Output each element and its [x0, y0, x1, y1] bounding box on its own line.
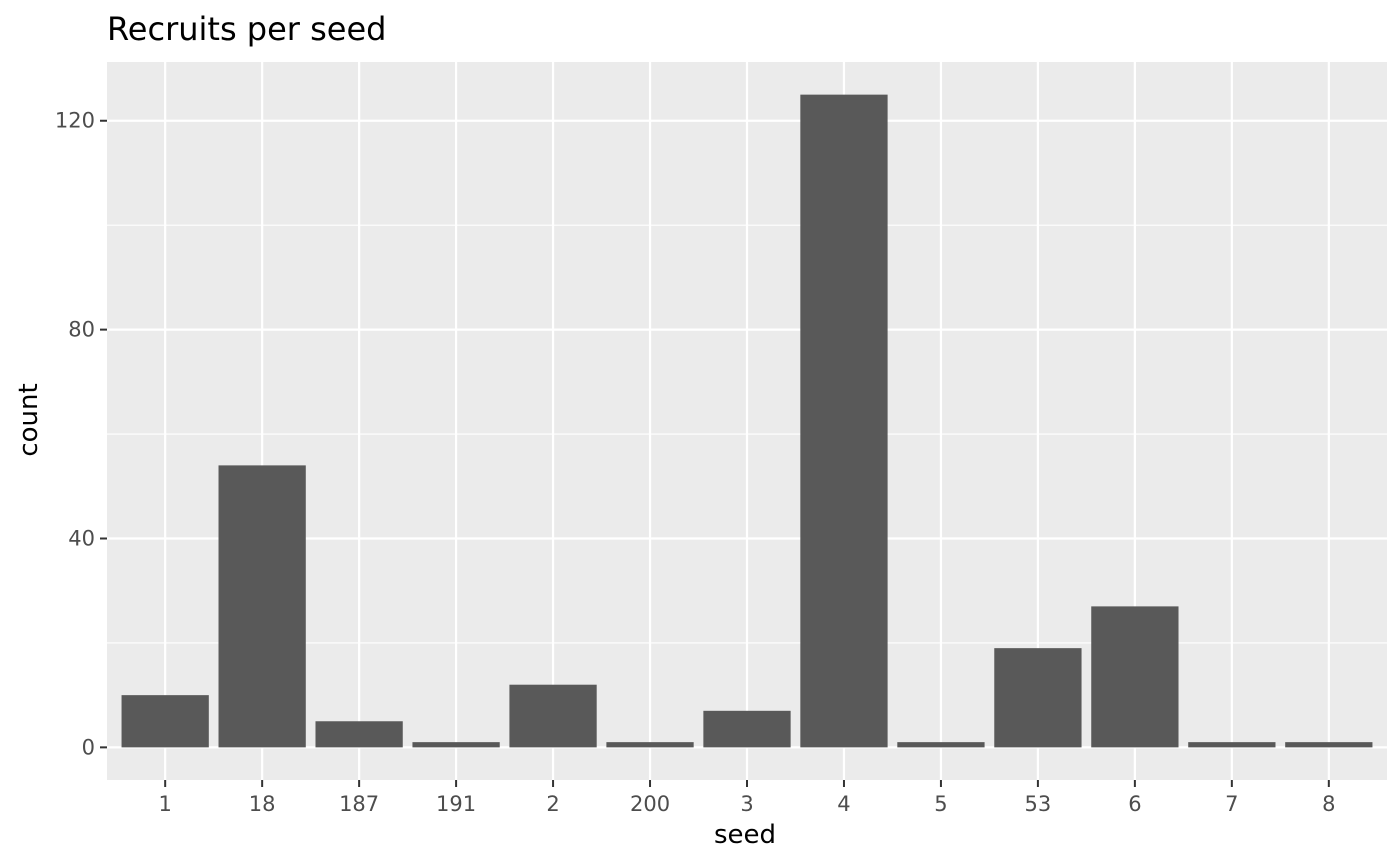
bar-200 [606, 742, 694, 748]
bar-2 [509, 684, 597, 748]
bar-1 [121, 695, 209, 748]
bars [121, 94, 1373, 748]
chart-title: Recruits per seed [107, 10, 386, 48]
y-tick-label: 120 [55, 109, 95, 133]
x-axis-title: seed [714, 820, 776, 850]
x-tick-label: 18 [249, 792, 276, 816]
y-axis: 0 40 80 120 [55, 109, 107, 759]
y-tick-label: 80 [68, 318, 95, 342]
x-tick-label: 4 [837, 792, 850, 816]
bar-187 [315, 721, 403, 748]
bar-7 [1188, 742, 1276, 748]
bar-3 [703, 710, 791, 748]
x-tick-label: 5 [934, 792, 947, 816]
x-tick-label: 1 [158, 792, 171, 816]
bar-4 [800, 94, 888, 748]
bar-53 [994, 648, 1082, 748]
y-axis-title: count [14, 383, 44, 456]
bar-8 [1285, 742, 1373, 748]
bar-191 [412, 742, 500, 748]
y-tick-label: 0 [82, 735, 95, 759]
x-tick-label: 6 [1128, 792, 1141, 816]
bar-5 [897, 742, 985, 748]
x-tick-label: 187 [339, 792, 379, 816]
x-tick-label: 53 [1025, 792, 1052, 816]
x-tick-label: 191 [436, 792, 476, 816]
y-tick-label: 40 [68, 526, 95, 550]
x-tick-label: 200 [630, 792, 670, 816]
bar-18 [218, 465, 306, 748]
x-tick-label: 8 [1322, 792, 1335, 816]
x-axis: 1 18 187 191 2 200 3 4 5 53 6 7 8 [158, 780, 1336, 816]
bar-6 [1091, 606, 1179, 748]
x-tick-label: 2 [546, 792, 559, 816]
x-tick-label: 7 [1225, 792, 1238, 816]
x-tick-label: 3 [740, 792, 753, 816]
